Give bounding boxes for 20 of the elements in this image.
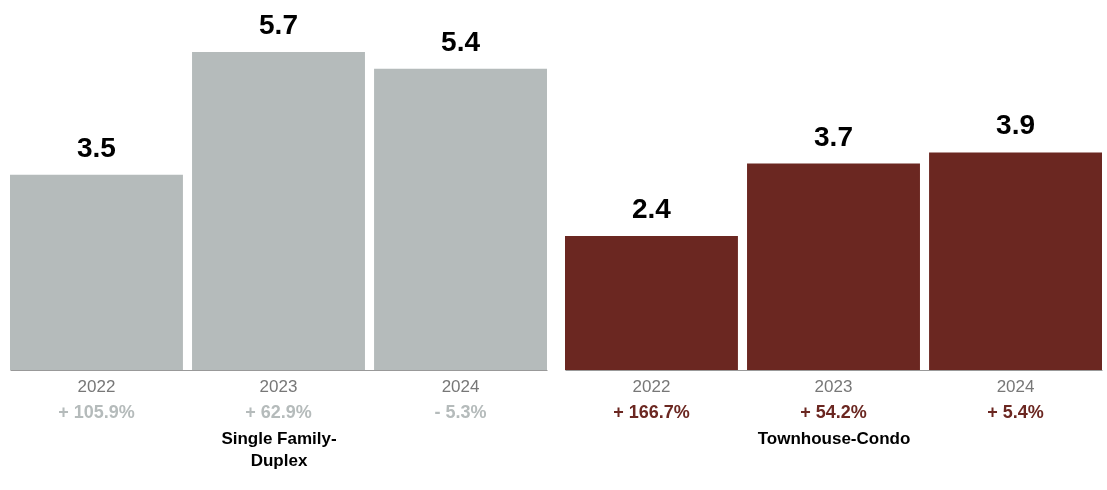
x-axis-title: Townhouse-Condo (757, 428, 911, 448)
x-tick-label: 2022 (77, 376, 116, 396)
x-tick-label: 2024 (441, 376, 480, 396)
data-label: 3.7 (814, 120, 853, 152)
text: - 5.3% (434, 402, 487, 422)
text: + 54.2% (800, 402, 867, 422)
x-tick-label: 2022 (632, 376, 671, 396)
data-label: 3.9 (996, 109, 1035, 141)
x-tick-label: 2023 (259, 376, 298, 396)
text: + 105.9% (58, 402, 135, 422)
x-axis-title: Single Family-Duplex (221, 428, 337, 470)
data-label: 2.4 (632, 193, 672, 225)
data-label: 5.7 (259, 9, 298, 40)
data-label: 3.5 (77, 131, 116, 163)
text: + 166.7% (613, 402, 690, 422)
text: + 62.9% (245, 402, 312, 422)
text: + 5.4% (987, 402, 1044, 422)
x-tick-label: 2023 (814, 376, 853, 396)
data-label: 5.4 (441, 25, 481, 57)
x-tick-label: 2024 (996, 376, 1035, 396)
